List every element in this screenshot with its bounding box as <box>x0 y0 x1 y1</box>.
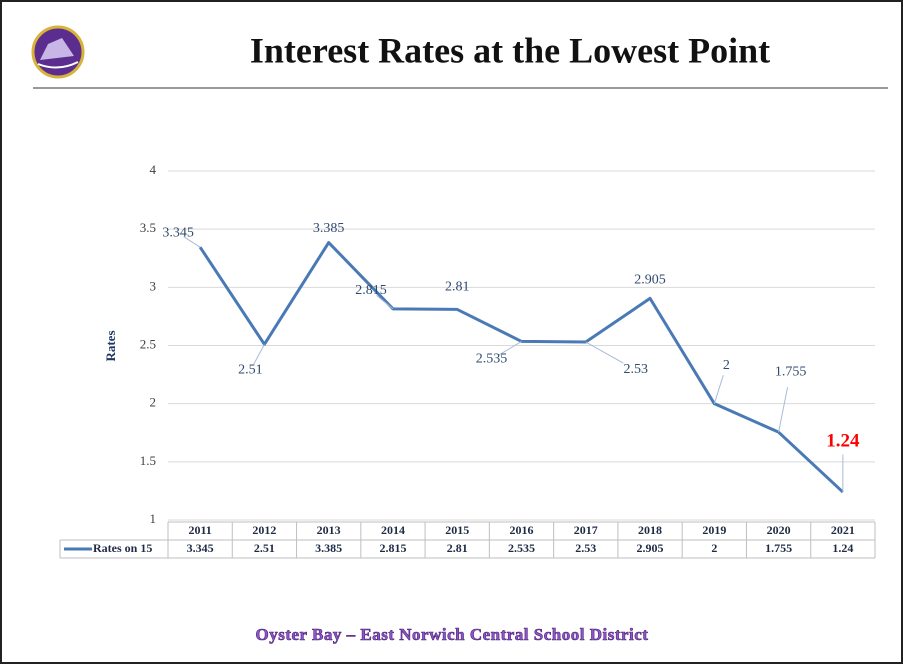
table-value: 2.53 <box>575 541 596 555</box>
x-tick-label: 2013 <box>317 523 341 537</box>
leader-line <box>713 375 724 404</box>
table-value: 2.535 <box>508 541 535 555</box>
x-tick-label: 2021 <box>831 523 855 537</box>
y-tick-label: 3.5 <box>140 220 156 235</box>
table-value: 2.81 <box>447 541 468 555</box>
data-label: 3.385 <box>313 221 345 236</box>
table-value: 3.385 <box>315 541 342 555</box>
leader-line <box>498 340 522 356</box>
footer: Oyster Bay – East Norwich Central School… <box>256 625 649 644</box>
leader-line <box>376 294 394 310</box>
table-value: 3.345 <box>187 541 214 555</box>
table-value: 2.815 <box>379 541 406 555</box>
x-tick-label: 2017 <box>574 523 598 537</box>
x-tick-label: 2012 <box>252 523 276 537</box>
y-tick-label: 3 <box>150 278 157 293</box>
x-tick-label: 2015 <box>445 523 469 537</box>
data-label: 2.53 <box>624 362 649 377</box>
table-value: 2.51 <box>254 541 275 555</box>
leader-line <box>183 236 201 248</box>
data-label: 3.345 <box>162 225 194 240</box>
table-value: 2 <box>711 541 717 555</box>
y-axis-label: Rates <box>103 330 118 361</box>
data-label: 1.755 <box>775 364 807 379</box>
x-tick-label: 2019 <box>702 523 726 537</box>
table-value: 1.755 <box>765 541 792 555</box>
logo <box>31 25 85 79</box>
data-label: 2 <box>723 358 730 373</box>
legend-label: Rates on 15 <box>93 541 152 555</box>
y-tick-label: 4 <box>150 162 157 177</box>
table-value: 2.905 <box>637 541 664 555</box>
data-label: 1.24 <box>826 430 860 451</box>
y-tick-label: 2.5 <box>140 336 156 351</box>
x-tick-label: 2020 <box>767 523 791 537</box>
y-tick-label: 2 <box>150 395 157 410</box>
line <box>198 241 844 494</box>
leader-line <box>253 344 265 365</box>
data-label: 2.51 <box>238 363 263 378</box>
data-label: 2.815 <box>355 283 387 298</box>
x-tick-label: 2018 <box>638 523 662 537</box>
x-tick-label: 2014 <box>381 523 405 537</box>
table-value: 1.24 <box>832 541 853 555</box>
y-tick-label: 1 <box>150 511 157 526</box>
data-label: 2.535 <box>476 352 508 367</box>
x-tick-label: 2011 <box>188 523 211 537</box>
data-label: 2.905 <box>634 273 666 288</box>
y-tick-label: 1.5 <box>140 453 156 468</box>
chart-title: Interest Rates at the Lowest Point <box>250 30 770 70</box>
leader-line <box>585 341 624 364</box>
data-label: 2.81 <box>445 280 470 295</box>
x-tick-label: 2016 <box>510 523 534 537</box>
leader-line <box>778 387 789 433</box>
